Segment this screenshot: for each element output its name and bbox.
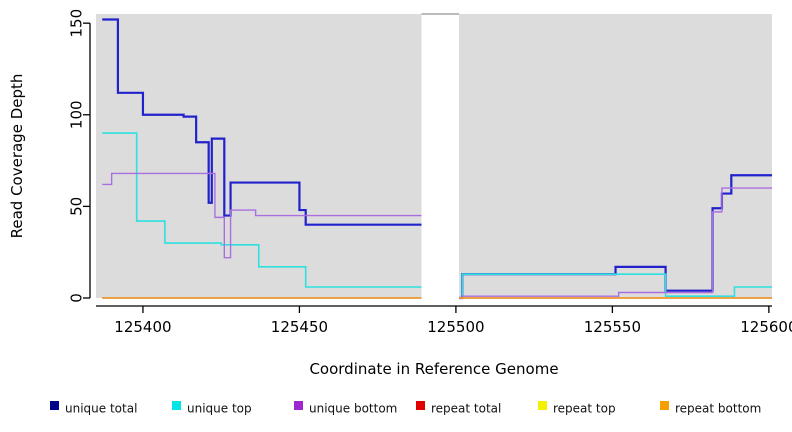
legend-swatch-repeat-bottom [660,401,669,410]
legend-label-repeat-total: repeat total [431,402,501,416]
legend-label-unique-bottom: unique bottom [309,402,397,416]
legend-swatch-unique-top [172,401,181,410]
x-tick-label: 125500 [427,318,484,336]
y-tick-label: 150 [68,9,86,38]
legend-swatch-repeat-total [416,401,425,410]
x-tick-label: 125450 [271,318,328,336]
series-line-unique-total [102,18,422,226]
series-group [102,18,772,300]
x-tick-label: 125550 [584,318,641,336]
legend-label-repeat-top: repeat top [553,402,616,416]
series-line-unique-bottom [102,172,422,259]
legend-label-repeat-bottom: repeat bottom [675,402,761,416]
y-tick-label: 100 [68,100,86,129]
legend-swatch-repeat-top [538,401,547,410]
x-tick-label: 125600 [740,318,792,336]
series-line-unique-top [102,132,422,288]
series-line-unique-bottom [459,187,772,299]
y-axis-title: Read Coverage Depth [8,74,26,239]
legend-swatch-unique-bottom [294,401,303,410]
y-tick-label: 50 [68,197,86,216]
x-axis-title: Coordinate in Reference Genome [309,360,558,378]
legend-label-unique-total: unique total [65,402,137,416]
legend-swatch-unique-total [50,401,59,410]
y-tick-label: 0 [68,293,86,303]
x-tick-label: 125400 [114,318,171,336]
plot-background-right [459,14,772,298]
series-line-unique-top [459,273,772,299]
legend-label-unique-top: unique top [187,402,252,416]
